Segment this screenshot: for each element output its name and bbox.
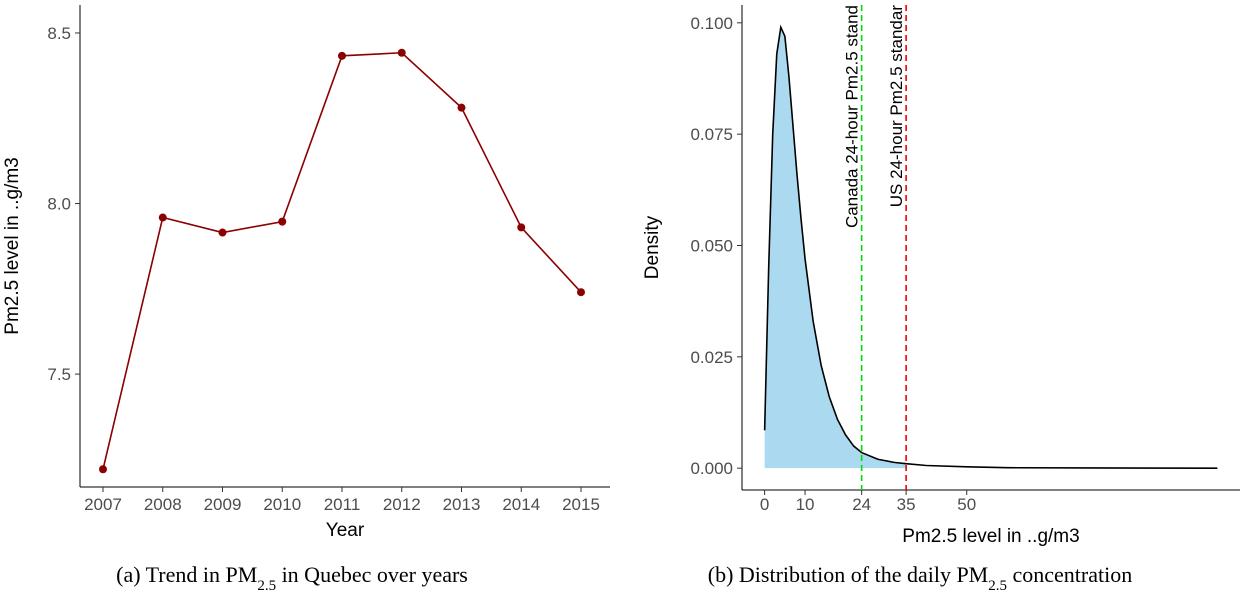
x-tick-label: 2011 [324,495,361,514]
point [577,288,585,297]
y-axis-title: Density [642,215,663,279]
y-tick-label: 8.5 [47,24,71,43]
caption-subscript: 2.5 [988,578,1007,594]
x-tick-label: 2009 [204,495,242,514]
x-axis-title: Year [326,520,365,541]
x-tick-label: 2012 [383,495,421,514]
x-tick-label: 0 [760,495,769,514]
x-tick-label: 10 [796,495,815,514]
caption: (b) Distribution of the daily PM2.5 conc… [708,562,1132,594]
x-tick-label: 50 [957,495,976,514]
caption-subscript: 2.5 [257,578,276,594]
caption-text: concentration [1007,562,1132,587]
line [102,51,582,470]
x-tick-label: 2014 [502,495,540,514]
point [158,213,167,222]
density-fill [764,27,907,469]
y-tick-label: 0.000 [690,459,733,478]
point [278,217,287,226]
point [457,103,466,112]
x-tick-label: 2010 [263,495,301,514]
x-tick-label: 2015 [562,495,600,514]
point [218,228,227,237]
point [397,48,406,57]
x-tick-label: 2008 [144,495,182,514]
y-tick-label: 0.050 [690,236,733,255]
caption: (a) Trend in PM2.5 in Quebec over years [116,562,468,594]
y-tick-label: 0.100 [690,14,733,33]
x-tick-label: 35 [897,495,916,514]
density-line [763,24,1218,469]
point [99,465,107,474]
y-tick-label: 7.5 [47,365,71,384]
reference-label: US 24-hour Pm2.5 standar [887,5,906,208]
x-tick-label: 24 [852,495,871,514]
reference-label: Canada 24-hour Pm2.5 stand [843,5,862,228]
y-tick-label: 0.075 [690,125,733,144]
y-tick-label: 0.025 [690,348,733,367]
y-tick-label: 8.0 [47,195,71,214]
point [338,51,346,60]
caption-text: in Quebec over years [276,562,468,587]
x-tick-label: 2013 [443,495,481,514]
x-tick-label: 2007 [84,495,122,514]
caption-text: (a) Trend in PM [116,562,257,587]
point [517,223,526,232]
x-axis-title: Pm2.5 level in ..g/m3 [902,526,1079,547]
y-axis-title: Pm2.5 level in ..g/m3 [2,157,23,334]
caption-text: (b) Distribution of the daily PM [708,562,988,587]
